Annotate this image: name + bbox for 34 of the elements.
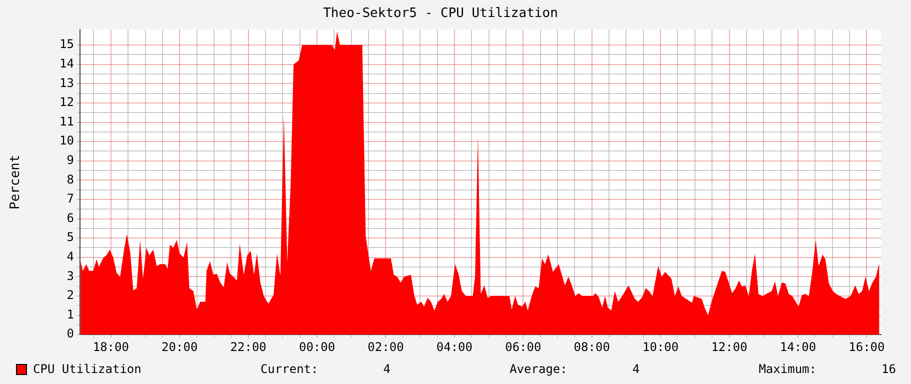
y-tick-label: 8 bbox=[66, 172, 74, 186]
y-tick-label: 9 bbox=[66, 152, 74, 167]
y-tick-label: 5 bbox=[66, 230, 74, 244]
chart-title: Theo-Sektor5 - CPU Utilization bbox=[323, 6, 558, 22]
x-tick-label: 22:00 bbox=[230, 340, 266, 354]
text: Maximum: 16 bbox=[758, 362, 896, 376]
legend-label: CPU Utilization bbox=[33, 362, 142, 376]
x-tick-label: 04:00 bbox=[436, 340, 473, 354]
y-tick-label: 13 bbox=[60, 76, 74, 90]
y-tick-label: 7 bbox=[66, 192, 74, 206]
y-tick-label: 2 bbox=[66, 288, 74, 302]
y-tick-label: 0 bbox=[66, 326, 74, 341]
text: Current: 4 bbox=[260, 362, 390, 376]
x-tick-label: 02:00 bbox=[368, 340, 404, 354]
y-tick-label: 6 bbox=[66, 210, 74, 225]
y-tick-label: 11 bbox=[60, 114, 74, 128]
x-tick-label: 18:00 bbox=[92, 340, 129, 354]
y-tick-label: 12 bbox=[60, 95, 74, 110]
x-tick-label: 20:00 bbox=[162, 340, 198, 354]
x-tick-label: 00:00 bbox=[298, 340, 336, 354]
x-tick-label: 14:00 bbox=[780, 340, 816, 354]
y-tick-label: 1 bbox=[66, 307, 74, 322]
x-tick-label: 06:00 bbox=[505, 340, 542, 354]
x-tick-label: 12:00 bbox=[711, 340, 748, 354]
x-tick-label: 08:00 bbox=[574, 340, 610, 354]
y-tick-label: 10 bbox=[60, 134, 74, 148]
text: Average: 4 bbox=[510, 362, 640, 376]
y-axis-title: Percent bbox=[8, 154, 24, 210]
y-tick-label: 3 bbox=[66, 268, 74, 283]
y-tick-label: 14 bbox=[60, 56, 74, 70]
x-tick-label: 10:00 bbox=[642, 340, 679, 354]
y-tick-label: 15 bbox=[60, 37, 74, 52]
x-tick-label: 16:00 bbox=[848, 340, 885, 354]
y-tick-label: 4 bbox=[66, 250, 74, 264]
